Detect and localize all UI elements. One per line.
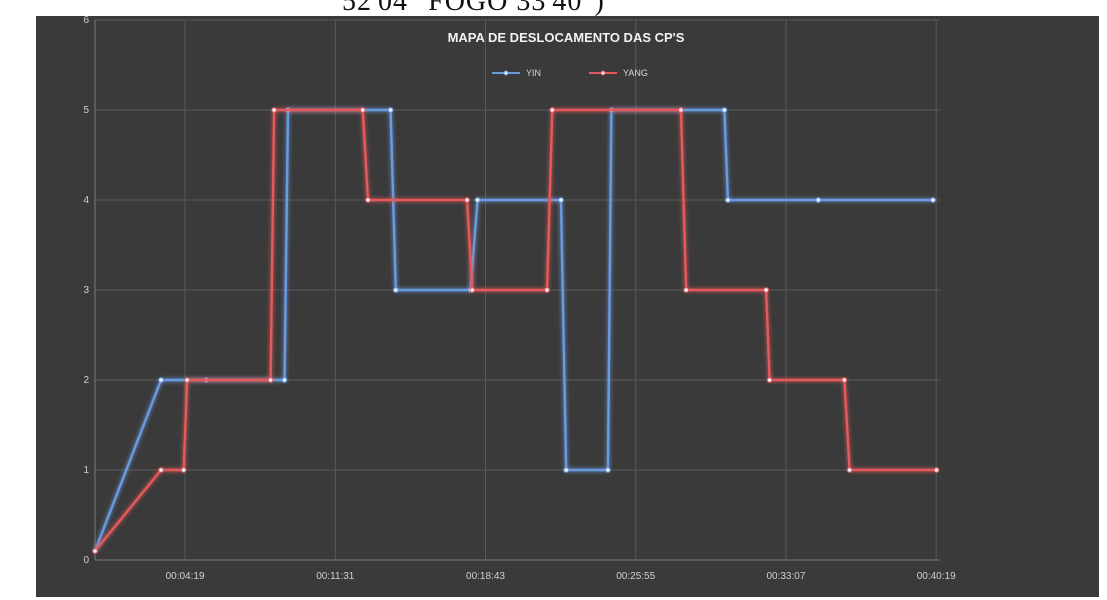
data-point-yin xyxy=(563,467,569,473)
data-point-yang xyxy=(841,377,848,383)
x-tick-label: 00:04:19 xyxy=(166,571,205,582)
data-point-yin xyxy=(474,197,481,203)
chart-panel: 0 1 2 3 4 5 6 00:04:19 00:11:31 00:18:43 00:25:55 0… xyxy=(36,16,1099,597)
data-point-yang xyxy=(271,107,277,113)
y-tick-label: 2 xyxy=(83,375,89,386)
data-point-yang xyxy=(846,467,853,473)
data-point-yang xyxy=(365,197,371,203)
data-point-yang xyxy=(933,467,940,473)
series-yin xyxy=(92,107,936,554)
y-tick-label: 5 xyxy=(83,105,89,116)
series-line-yang xyxy=(94,108,937,552)
data-point-yin xyxy=(158,377,164,383)
y-tick-label: 6 xyxy=(83,16,89,26)
data-point-yin xyxy=(392,287,399,293)
chart-title: MAPA DE DESLOCAMENTO DAS CP'S xyxy=(448,30,685,45)
data-point-yang xyxy=(469,287,476,293)
data-point-yin xyxy=(815,197,822,203)
data-point-yin xyxy=(281,377,288,383)
legend-marker-yin xyxy=(503,70,509,76)
legend-label-yin: YIN xyxy=(526,68,541,78)
y-tick-label: 4 xyxy=(83,195,89,206)
series-line-yin xyxy=(93,108,934,552)
data-point-yang xyxy=(544,287,550,293)
data-point-yin xyxy=(725,197,731,203)
series-yang xyxy=(92,107,940,554)
data-point-yang xyxy=(92,548,98,554)
data-point-yang xyxy=(180,467,187,473)
data-point-yin xyxy=(721,107,728,113)
top-caption: 52'04'' FOGO 33'40'') xyxy=(342,0,605,17)
y-tick-label: 3 xyxy=(83,285,89,296)
data-point-yang xyxy=(549,107,556,113)
data-point-yin xyxy=(605,467,611,473)
y-tick-label: 0 xyxy=(83,555,89,566)
line-chart: 0 1 2 3 4 5 6 00:04:19 00:11:31 00:18:43 00:25:55 0… xyxy=(83,16,956,582)
x-tick-label: 00:11:31 xyxy=(316,571,355,582)
x-tick-label: 00:40:19 xyxy=(917,571,956,582)
x-tick-label: 00:33:07 xyxy=(766,571,805,582)
data-point-yang xyxy=(766,377,773,383)
series-layer xyxy=(92,107,940,554)
data-point-yang xyxy=(683,287,689,293)
data-point-yin xyxy=(387,107,394,113)
legend-marker-yang xyxy=(600,70,606,76)
data-point-yang xyxy=(184,377,190,383)
data-point-yang xyxy=(158,467,164,473)
axis-layer: 0 1 2 3 4 5 6 00:04:19 00:11:31 00:18:43 00:25:55 0… xyxy=(83,16,956,582)
data-point-yang xyxy=(359,107,366,113)
data-point-yang xyxy=(763,287,769,293)
data-point-yin xyxy=(558,197,564,203)
data-point-yang xyxy=(464,197,470,203)
legend-label-yang: YANG xyxy=(623,68,648,78)
y-tick-label: 1 xyxy=(83,465,89,476)
data-point-yin xyxy=(930,197,936,203)
x-tick-label: 00:18:43 xyxy=(466,571,505,582)
x-tick-label: 00:25:55 xyxy=(616,571,655,582)
legend: YIN YANG xyxy=(492,68,648,78)
data-point-yang xyxy=(678,107,684,113)
data-point-yang xyxy=(267,377,274,383)
